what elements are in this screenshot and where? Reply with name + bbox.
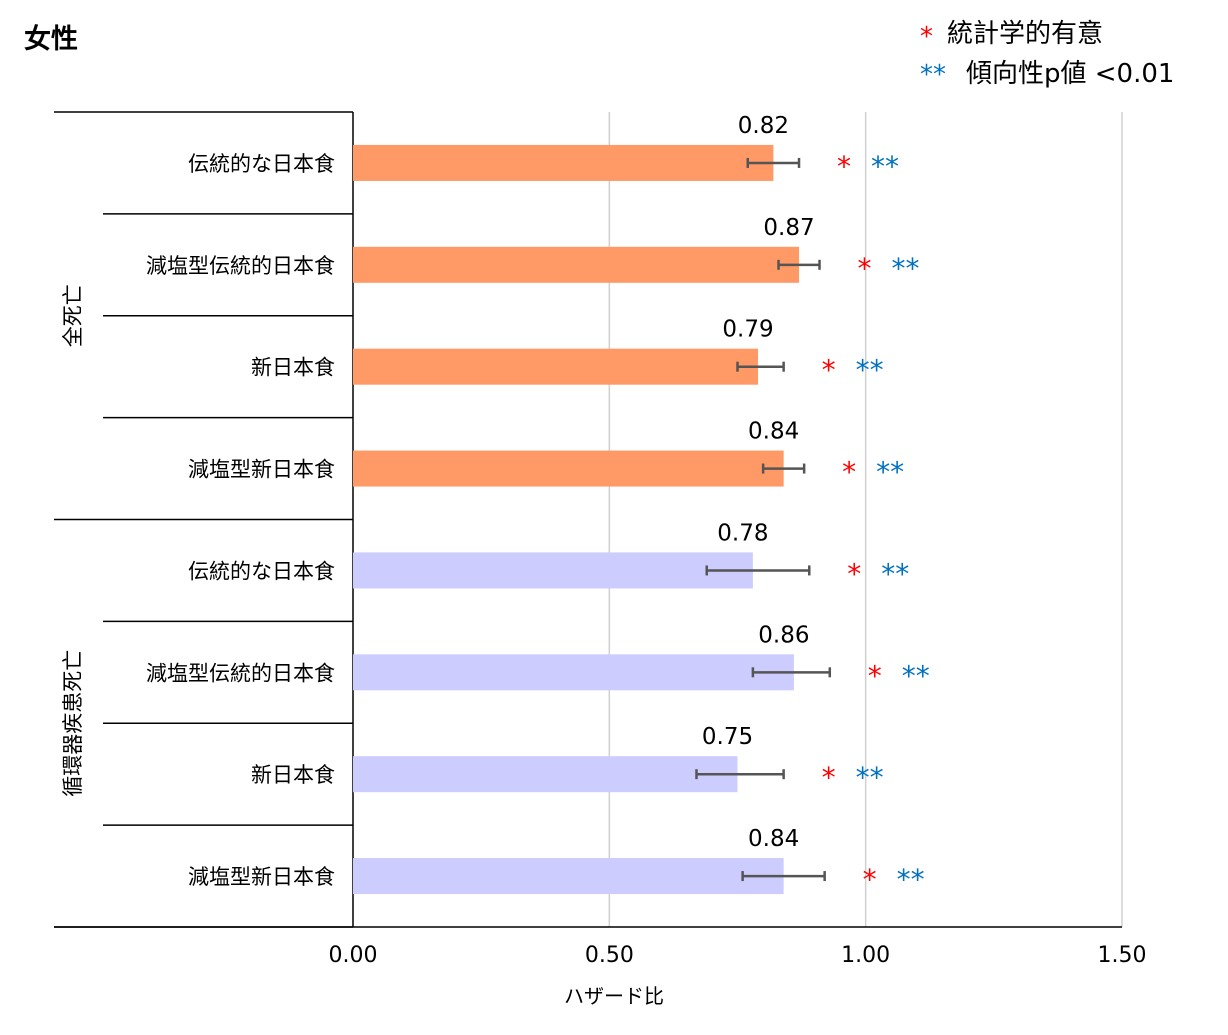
trend-marker: ** [902, 659, 930, 692]
row-label: 伝統的な日本食 [188, 152, 335, 176]
row-label: 減塩型伝統的日本食 [146, 254, 335, 278]
value-label: 0.75 [702, 724, 753, 750]
x-axis-label: ハザード比 [564, 984, 664, 1008]
group-label: 全死亡 [61, 284, 85, 347]
group-label: 循環器疾患死亡 [61, 650, 85, 797]
x-tick-label: 0.50 [585, 943, 634, 968]
significance-marker: * [822, 761, 836, 794]
legend-trend-symbol: ** [920, 60, 946, 90]
bar [353, 348, 759, 385]
row-label: 減塩型伝統的日本食 [146, 661, 335, 685]
trend-marker: ** [892, 252, 920, 285]
significance-marker: * [863, 863, 877, 896]
trend-marker: ** [856, 761, 884, 794]
bar [353, 756, 738, 793]
value-label: 0.86 [758, 622, 809, 648]
bar [353, 858, 784, 895]
chart-title: 女性 [24, 23, 78, 55]
bar [353, 246, 800, 283]
bar [353, 654, 794, 691]
legend: * 統計学的有意 ** 傾向性p値 <0.01 [920, 19, 1174, 90]
row-label: 減塩型新日本食 [188, 865, 335, 889]
value-label: 0.79 [722, 317, 773, 343]
row-label: 伝統的な日本食 [188, 559, 335, 583]
significance-marker: * [822, 354, 836, 387]
row-label: 新日本食 [251, 763, 335, 787]
legend-sig-symbol: * [920, 22, 933, 52]
value-label: 0.82 [738, 113, 789, 139]
bar [353, 144, 774, 181]
x-tick-label: 0.00 [329, 943, 378, 968]
value-label: 0.84 [748, 826, 799, 852]
legend-sig-label: 統計学的有意 [947, 19, 1103, 49]
row-label: 減塩型新日本食 [188, 458, 335, 482]
x-tick-label: 1.50 [1098, 943, 1147, 968]
trend-marker: ** [881, 557, 909, 590]
value-label: 0.78 [717, 520, 768, 546]
bar [353, 450, 784, 487]
x-tick-label: 1.00 [841, 943, 890, 968]
significance-marker: * [858, 252, 872, 285]
trend-marker: ** [897, 863, 925, 896]
value-label: 0.84 [748, 419, 799, 445]
trend-marker: ** [876, 456, 904, 489]
bar [353, 552, 753, 589]
significance-marker: * [842, 456, 856, 489]
trend-marker: ** [871, 150, 899, 183]
legend-trend-label: 傾向性p値 <0.01 [966, 59, 1174, 89]
trend-marker: ** [856, 354, 884, 387]
significance-marker: * [847, 557, 861, 590]
significance-marker: * [837, 150, 851, 183]
value-label: 0.87 [763, 215, 814, 241]
significance-marker: * [868, 659, 882, 692]
row-label: 新日本食 [251, 356, 335, 380]
